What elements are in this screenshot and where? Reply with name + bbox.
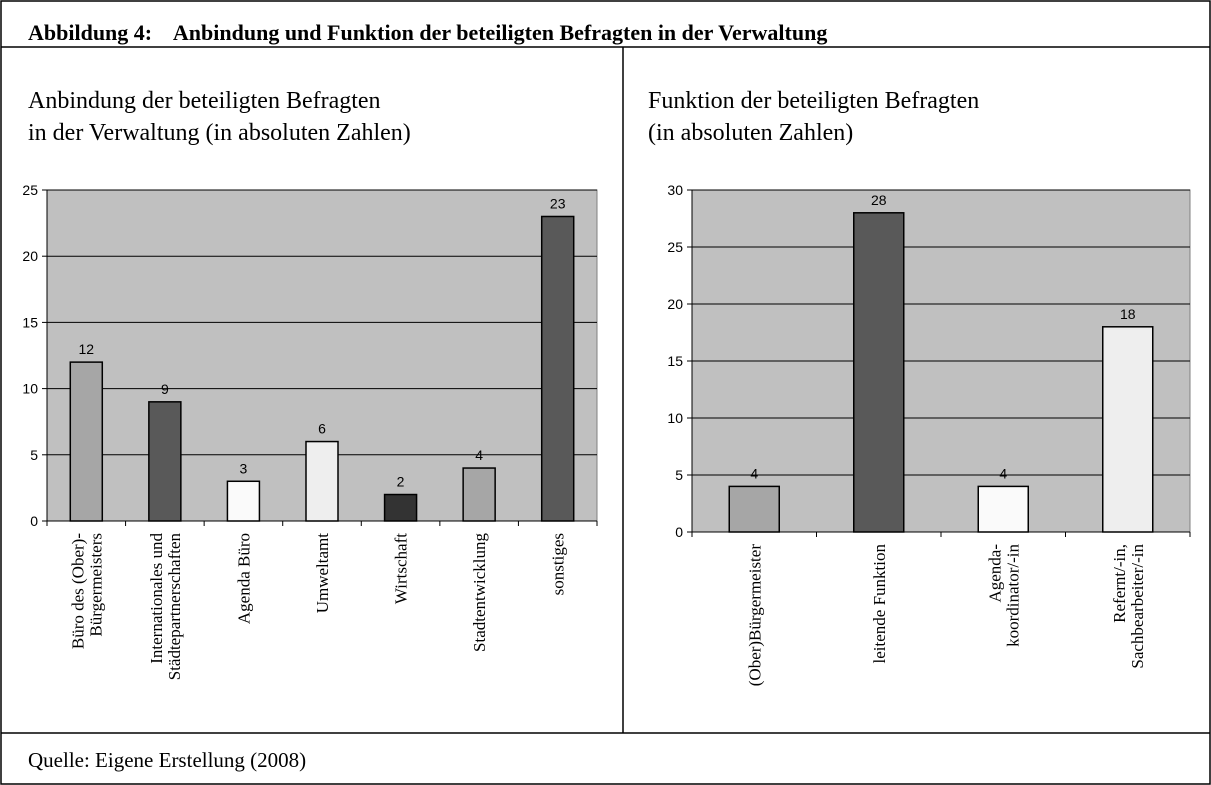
y-tick-label: 10 xyxy=(667,410,683,426)
value-label: 6 xyxy=(318,421,326,437)
value-label: 28 xyxy=(871,192,887,208)
y-tick-label: 5 xyxy=(675,467,683,483)
y-tick-label: 15 xyxy=(22,314,38,330)
y-tick-label: 25 xyxy=(22,182,38,198)
chart-title: Funktion der beteiligten Befragten (in ab… xyxy=(648,88,979,146)
value-label: 4 xyxy=(999,465,1007,481)
value-label: 4 xyxy=(475,447,483,463)
x-tick-label: leitende Funktion xyxy=(870,544,889,664)
bar xyxy=(226,480,261,522)
y-tick-label: 5 xyxy=(30,447,38,463)
value-label: 2 xyxy=(397,474,405,490)
y-tick-label: 30 xyxy=(667,182,683,198)
value-label: 9 xyxy=(161,381,169,397)
bar xyxy=(383,493,418,522)
y-tick-label: 0 xyxy=(30,513,38,529)
x-tick-label: Refernt/-in,Sachbearbeiter/-in xyxy=(1110,544,1147,669)
bar xyxy=(69,361,104,522)
x-tick-label: Wirtschaft xyxy=(392,533,411,604)
x-tick-label: Büro des (Ober)-Bürgermeisters xyxy=(68,533,105,649)
bar xyxy=(148,401,182,522)
bar xyxy=(1102,326,1154,533)
x-tick-label: sonstiges xyxy=(549,533,568,595)
bar xyxy=(853,212,905,533)
x-tick-label: Stadtentwicklung xyxy=(470,533,489,652)
y-tick-label: 15 xyxy=(667,353,683,369)
x-tick-label: Internationales undStädtepartnerschaften xyxy=(147,533,184,681)
value-label: 12 xyxy=(78,341,94,357)
bar xyxy=(540,215,575,522)
x-tick-label: Agenda-koordinator/-in xyxy=(985,544,1022,647)
y-tick-label: 10 xyxy=(22,381,38,397)
source: Quelle: Eigene Erstellung (2008) xyxy=(28,748,306,772)
x-tick-label: Agenda Büro xyxy=(234,533,253,624)
figure-title: Abbildung 4: Anbindung und Funktion der … xyxy=(28,20,827,45)
value-label: 3 xyxy=(240,460,248,476)
bar xyxy=(462,467,496,522)
y-tick-label: 20 xyxy=(22,248,38,264)
value-label: 18 xyxy=(1120,306,1136,322)
x-tick-label: (Ober)Bürgermeister xyxy=(745,544,764,687)
bar xyxy=(728,485,780,533)
chart-title: Anbindung der beteiligten Befragten in de… xyxy=(28,88,411,146)
bar xyxy=(305,440,339,522)
y-tick-label: 20 xyxy=(667,296,683,312)
bar xyxy=(977,485,1029,533)
value-label: 4 xyxy=(750,465,758,481)
value-label: 23 xyxy=(550,195,566,211)
y-tick-label: 0 xyxy=(675,524,683,540)
y-tick-label: 25 xyxy=(667,239,683,255)
x-tick-label: Umweltamt xyxy=(313,533,332,614)
